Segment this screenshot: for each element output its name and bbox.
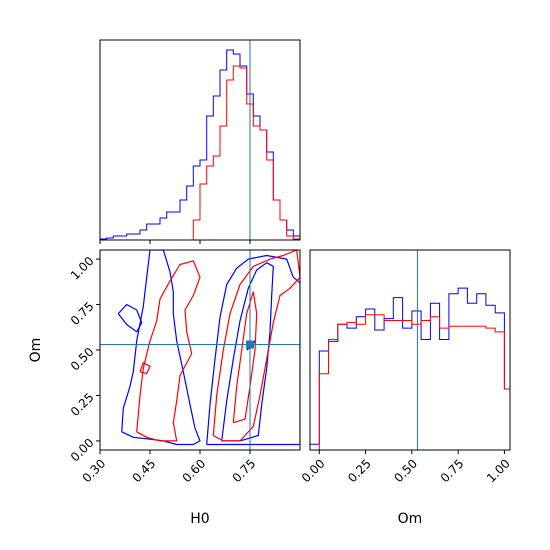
contour-series-1-level-1 bbox=[139, 362, 151, 375]
contour-layer bbox=[117, 250, 300, 446]
h0-axis-label: H0 bbox=[190, 511, 209, 527]
contour-series-0-level-0 bbox=[121, 250, 201, 446]
contour-series-0-level-1 bbox=[117, 303, 143, 333]
contour-series-1-level-2 bbox=[212, 250, 300, 442]
h0-histogram-panel bbox=[99, 39, 301, 244]
truth-marker bbox=[246, 340, 254, 349]
contour-series-0-level-2 bbox=[206, 254, 300, 446]
contour-series-1-level-3 bbox=[232, 291, 258, 424]
om-hist-axis-label: Om bbox=[398, 511, 423, 527]
om-histogram-frame bbox=[309, 249, 511, 451]
contour-series-1-level-0 bbox=[136, 260, 201, 442]
histogram-series-0 bbox=[310, 287, 510, 445]
contour-series-0-level-3 bbox=[221, 262, 274, 442]
histogram-series-1 bbox=[310, 314, 510, 451]
om-axis-label: Om bbox=[28, 338, 44, 363]
